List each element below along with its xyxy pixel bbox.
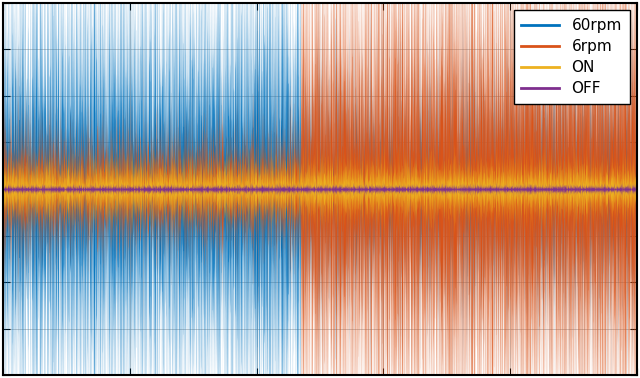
Legend: 60rpm, 6rpm, ON, OFF: 60rpm, 6rpm, ON, OFF [513, 11, 630, 104]
